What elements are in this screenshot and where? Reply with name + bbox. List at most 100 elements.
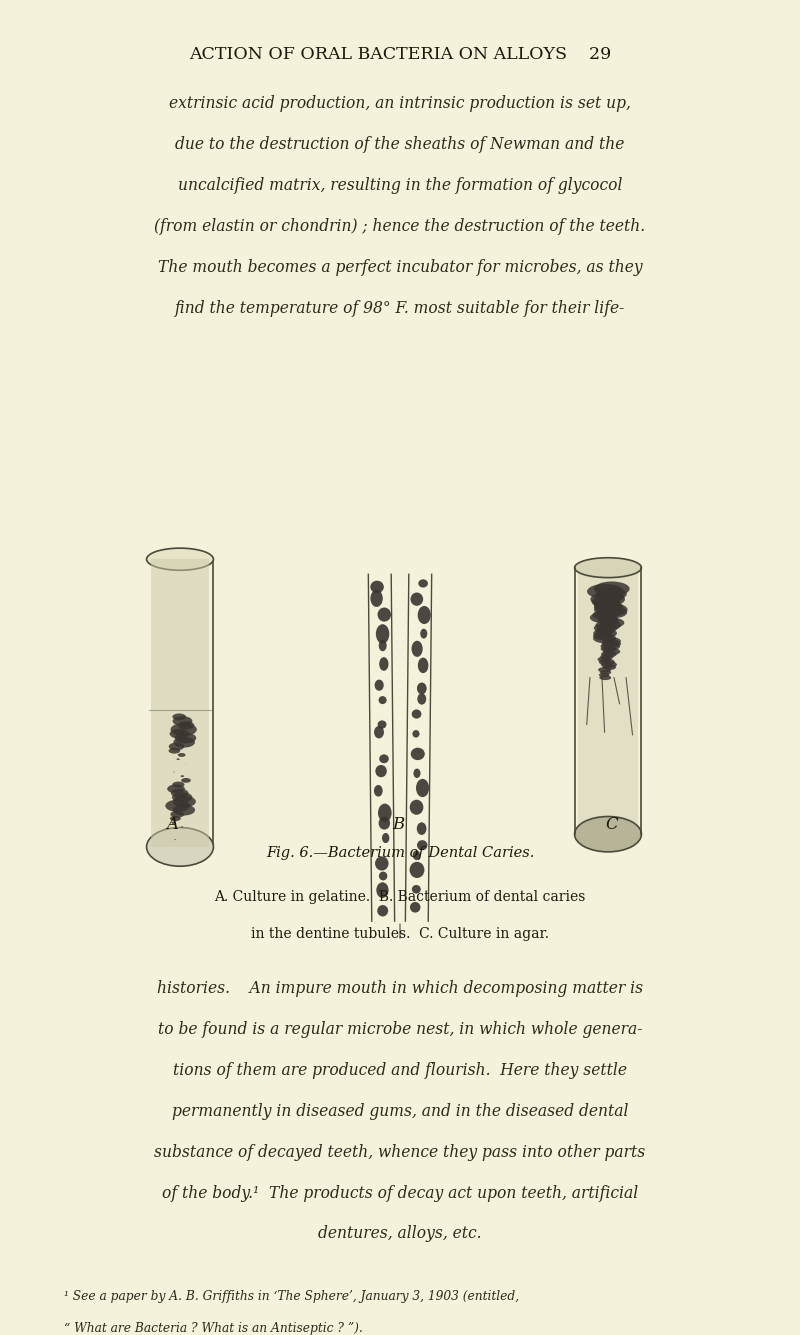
Text: extrinsic acid production, an intrinsic production is set up,: extrinsic acid production, an intrinsic … <box>169 95 631 112</box>
Ellipse shape <box>170 724 197 736</box>
Ellipse shape <box>601 642 620 650</box>
Ellipse shape <box>598 615 619 625</box>
Ellipse shape <box>414 769 421 778</box>
Ellipse shape <box>599 658 615 665</box>
Ellipse shape <box>374 680 384 690</box>
Text: The mouth becomes a perfect incubator for microbes, as they: The mouth becomes a perfect incubator fo… <box>158 259 642 276</box>
Ellipse shape <box>593 631 614 639</box>
Text: C: C <box>606 816 618 833</box>
Text: substance of decayed teeth, whence they pass into other parts: substance of decayed teeth, whence they … <box>154 1144 646 1160</box>
Ellipse shape <box>378 639 386 651</box>
Ellipse shape <box>594 599 621 610</box>
Ellipse shape <box>420 629 427 638</box>
Ellipse shape <box>603 647 620 655</box>
Ellipse shape <box>593 634 616 643</box>
Text: A: A <box>166 816 178 833</box>
Ellipse shape <box>410 902 421 913</box>
Ellipse shape <box>411 641 422 657</box>
Ellipse shape <box>173 796 196 808</box>
Ellipse shape <box>378 905 388 916</box>
Text: dentures, alloys, etc.: dentures, alloys, etc. <box>318 1226 482 1243</box>
Text: histories.    An impure mouth in which decomposing matter is: histories. An impure mouth in which deco… <box>157 980 643 997</box>
Text: find the temperature of 98° F. most suitable for their life-: find the temperature of 98° F. most suit… <box>175 300 625 318</box>
Ellipse shape <box>595 621 621 630</box>
Ellipse shape <box>594 629 617 638</box>
Ellipse shape <box>171 789 189 797</box>
Ellipse shape <box>378 696 386 704</box>
Text: of the body.¹  The products of decay act upon teeth, artificial: of the body.¹ The products of decay act … <box>162 1184 638 1202</box>
Text: to be found is a regular microbe nest, in which whole genera-: to be found is a regular microbe nest, i… <box>158 1020 642 1037</box>
Text: uncalcified matrix, resulting in the formation of glycocol: uncalcified matrix, resulting in the for… <box>178 178 622 194</box>
Ellipse shape <box>599 676 611 680</box>
Ellipse shape <box>382 833 390 844</box>
Ellipse shape <box>592 595 620 607</box>
Ellipse shape <box>594 603 627 617</box>
Ellipse shape <box>417 840 427 850</box>
Text: A. Culture in gelatine.  B. Bacterium of dental caries: A. Culture in gelatine. B. Bacterium of … <box>214 889 586 904</box>
Ellipse shape <box>600 670 611 674</box>
Ellipse shape <box>600 618 624 627</box>
Ellipse shape <box>590 593 625 606</box>
Ellipse shape <box>170 729 189 738</box>
Text: due to the destruction of the sheaths of Newman and the: due to the destruction of the sheaths of… <box>175 136 625 154</box>
Ellipse shape <box>412 730 419 738</box>
Text: tions of them are produced and flourish.  Here they settle: tions of them are produced and flourish.… <box>173 1061 627 1079</box>
Text: (from elastin or chondrin) ; hence the destruction of the teeth.: (from elastin or chondrin) ; hence the d… <box>154 218 646 235</box>
Text: ACTION OF ORAL BACTERIA ON ALLOYS    29: ACTION OF ORAL BACTERIA ON ALLOYS 29 <box>189 47 611 63</box>
Ellipse shape <box>178 721 194 729</box>
Ellipse shape <box>172 713 186 721</box>
Ellipse shape <box>594 582 630 597</box>
Ellipse shape <box>412 709 422 718</box>
Text: Fig. 6.—Bacterium of Dental Caries.: Fig. 6.—Bacterium of Dental Caries. <box>266 846 534 860</box>
Ellipse shape <box>595 626 614 634</box>
Ellipse shape <box>598 657 612 662</box>
Ellipse shape <box>602 639 621 647</box>
Text: in the dentine tubules.  C. Culture in agar.: in the dentine tubules. C. Culture in ag… <box>251 926 549 941</box>
Ellipse shape <box>412 885 421 893</box>
Ellipse shape <box>599 673 610 677</box>
Ellipse shape <box>601 646 616 651</box>
Ellipse shape <box>378 804 392 822</box>
Ellipse shape <box>374 785 382 797</box>
Ellipse shape <box>410 800 423 814</box>
Ellipse shape <box>417 822 426 834</box>
Ellipse shape <box>173 716 192 726</box>
Ellipse shape <box>174 733 196 744</box>
Ellipse shape <box>374 726 384 738</box>
Ellipse shape <box>166 800 190 812</box>
Ellipse shape <box>418 658 429 673</box>
Ellipse shape <box>172 792 193 802</box>
Ellipse shape <box>601 661 617 668</box>
Ellipse shape <box>413 850 420 860</box>
Ellipse shape <box>379 872 387 880</box>
Ellipse shape <box>146 549 214 570</box>
Ellipse shape <box>178 753 186 757</box>
Ellipse shape <box>370 581 384 593</box>
Ellipse shape <box>418 579 428 587</box>
Ellipse shape <box>598 606 627 618</box>
Ellipse shape <box>379 754 389 764</box>
Text: permanently in diseased gums, and in the diseased dental: permanently in diseased gums, and in the… <box>172 1103 628 1120</box>
Ellipse shape <box>375 765 387 777</box>
Text: ¹ See a paper by A. B. Griffiths in ‘The Sphere’, January 3, 1903 (entitled,: ¹ See a paper by A. B. Griffiths in ‘The… <box>64 1290 519 1303</box>
Ellipse shape <box>376 625 390 643</box>
Ellipse shape <box>379 657 389 670</box>
Ellipse shape <box>181 778 191 782</box>
Ellipse shape <box>598 591 624 602</box>
Ellipse shape <box>600 654 614 659</box>
Ellipse shape <box>378 607 391 622</box>
Ellipse shape <box>410 748 425 760</box>
Ellipse shape <box>410 593 423 606</box>
Ellipse shape <box>173 805 195 816</box>
Ellipse shape <box>170 816 181 821</box>
Ellipse shape <box>418 693 426 705</box>
Ellipse shape <box>418 606 431 623</box>
Ellipse shape <box>410 862 425 878</box>
Ellipse shape <box>376 882 389 898</box>
Ellipse shape <box>167 785 185 793</box>
Ellipse shape <box>602 637 621 645</box>
Ellipse shape <box>416 778 429 797</box>
Polygon shape <box>150 559 210 846</box>
Ellipse shape <box>593 610 617 619</box>
Text: “ What are Bacteria ? What is an Antiseptic ? ”).: “ What are Bacteria ? What is an Antisep… <box>64 1322 362 1335</box>
